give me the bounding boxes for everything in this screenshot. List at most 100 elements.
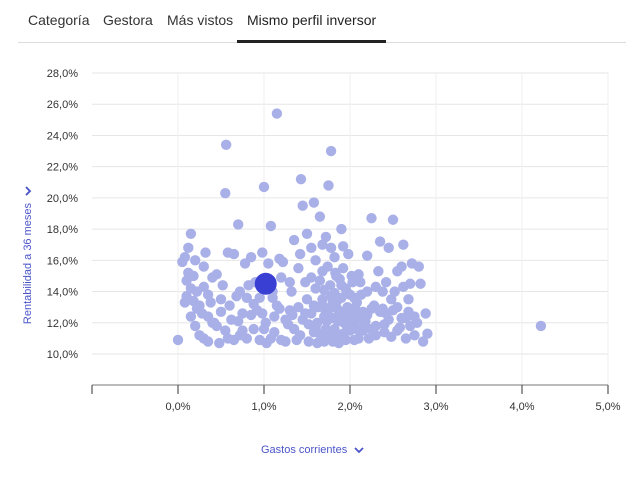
data-point — [237, 308, 248, 319]
data-point — [343, 248, 354, 260]
data-point — [231, 291, 242, 302]
data-point — [300, 276, 311, 288]
data-point — [403, 306, 414, 318]
x-axis-selector[interactable]: Gastos corrientes — [261, 444, 364, 456]
data-point — [353, 333, 364, 344]
data-point — [177, 256, 188, 268]
y-tick-label: 20,0% — [47, 193, 78, 205]
tab-mismo-perfil-inversor[interactable]: Mismo perfil inversor — [237, 12, 387, 43]
data-point — [396, 312, 407, 324]
data-point — [301, 294, 313, 305]
data-point — [350, 305, 362, 316]
x-tick-label: 1,0% — [251, 401, 276, 413]
tab-categoria[interactable]: Categoría — [28, 12, 90, 28]
data-point — [341, 286, 352, 297]
data-point — [228, 248, 240, 260]
data-point — [330, 267, 341, 279]
data-point — [325, 242, 337, 254]
data-point — [366, 212, 377, 224]
tab-gestora[interactable]: Gestora — [103, 12, 153, 28]
data-point — [314, 211, 326, 222]
x-tick-label: 4,0% — [509, 401, 534, 413]
data-point — [347, 276, 358, 288]
data-point — [183, 242, 194, 254]
y-axis-selector[interactable]: Rentabilidad a 36 meses — [20, 180, 36, 330]
data-point — [261, 337, 272, 349]
data-point — [337, 262, 349, 274]
data-point — [202, 289, 214, 300]
data-point — [383, 242, 394, 254]
data-point — [217, 280, 228, 291]
data-point — [319, 301, 330, 313]
data-point — [392, 266, 403, 277]
y-tick-label: 10,0% — [47, 349, 78, 361]
data-point — [294, 248, 306, 260]
data-point — [417, 336, 429, 347]
data-point — [208, 317, 220, 328]
data-point — [224, 300, 235, 311]
data-point — [293, 262, 304, 274]
data-point — [374, 236, 386, 247]
data-point — [207, 272, 218, 283]
data-point — [336, 223, 347, 235]
data-point — [379, 326, 390, 338]
x-tick-label: 3,0% — [423, 401, 448, 413]
data-point — [373, 266, 384, 277]
data-point — [297, 314, 308, 325]
data-point — [535, 320, 547, 332]
data-point — [359, 319, 370, 330]
data-point — [380, 276, 392, 288]
data-point — [258, 181, 270, 193]
data-point — [325, 280, 336, 291]
data-point — [185, 311, 197, 322]
data-point — [188, 270, 199, 282]
data-point — [295, 173, 307, 185]
data-point — [320, 231, 332, 243]
data-point — [317, 239, 328, 250]
tab-bar: Categoría Gestora Más vistos Mismo perfi… — [18, 0, 626, 43]
data-point — [355, 276, 366, 288]
data-point — [286, 286, 297, 297]
data-point — [387, 214, 399, 225]
tab-mas-vistos[interactable]: Más vistos — [167, 12, 234, 28]
data-point — [277, 256, 289, 268]
data-point — [241, 292, 252, 303]
data-point — [194, 300, 205, 311]
data-point — [321, 316, 332, 327]
data-point — [233, 219, 244, 230]
data-point — [400, 333, 412, 344]
data-point — [284, 276, 295, 288]
data-point — [308, 300, 320, 311]
data-point — [271, 108, 283, 119]
data-point — [362, 250, 373, 261]
data-point — [366, 303, 377, 314]
data-point — [398, 281, 409, 293]
data-point — [389, 286, 400, 297]
data-point — [306, 242, 317, 254]
data-point — [422, 328, 433, 339]
data-point — [327, 326, 338, 338]
chevron-down-icon — [354, 446, 364, 454]
data-point — [370, 330, 381, 341]
data-point — [362, 286, 373, 297]
data-point — [406, 258, 418, 269]
data-point — [215, 306, 227, 318]
data-point — [334, 306, 345, 318]
y-tick-label: 12,0% — [47, 318, 78, 330]
data-point — [310, 322, 321, 333]
data-point — [200, 247, 211, 258]
data-point — [190, 255, 201, 266]
data-point — [323, 180, 334, 191]
data-point — [257, 247, 268, 258]
data-point — [190, 320, 201, 332]
data-point — [287, 309, 298, 321]
data-point — [329, 252, 340, 263]
data-point — [220, 188, 231, 199]
data-point — [338, 317, 350, 328]
data-point — [303, 336, 314, 347]
data-point — [258, 323, 270, 335]
y-tick-label: 18,0% — [47, 224, 78, 236]
data-point — [172, 334, 184, 346]
data-point — [325, 145, 337, 157]
